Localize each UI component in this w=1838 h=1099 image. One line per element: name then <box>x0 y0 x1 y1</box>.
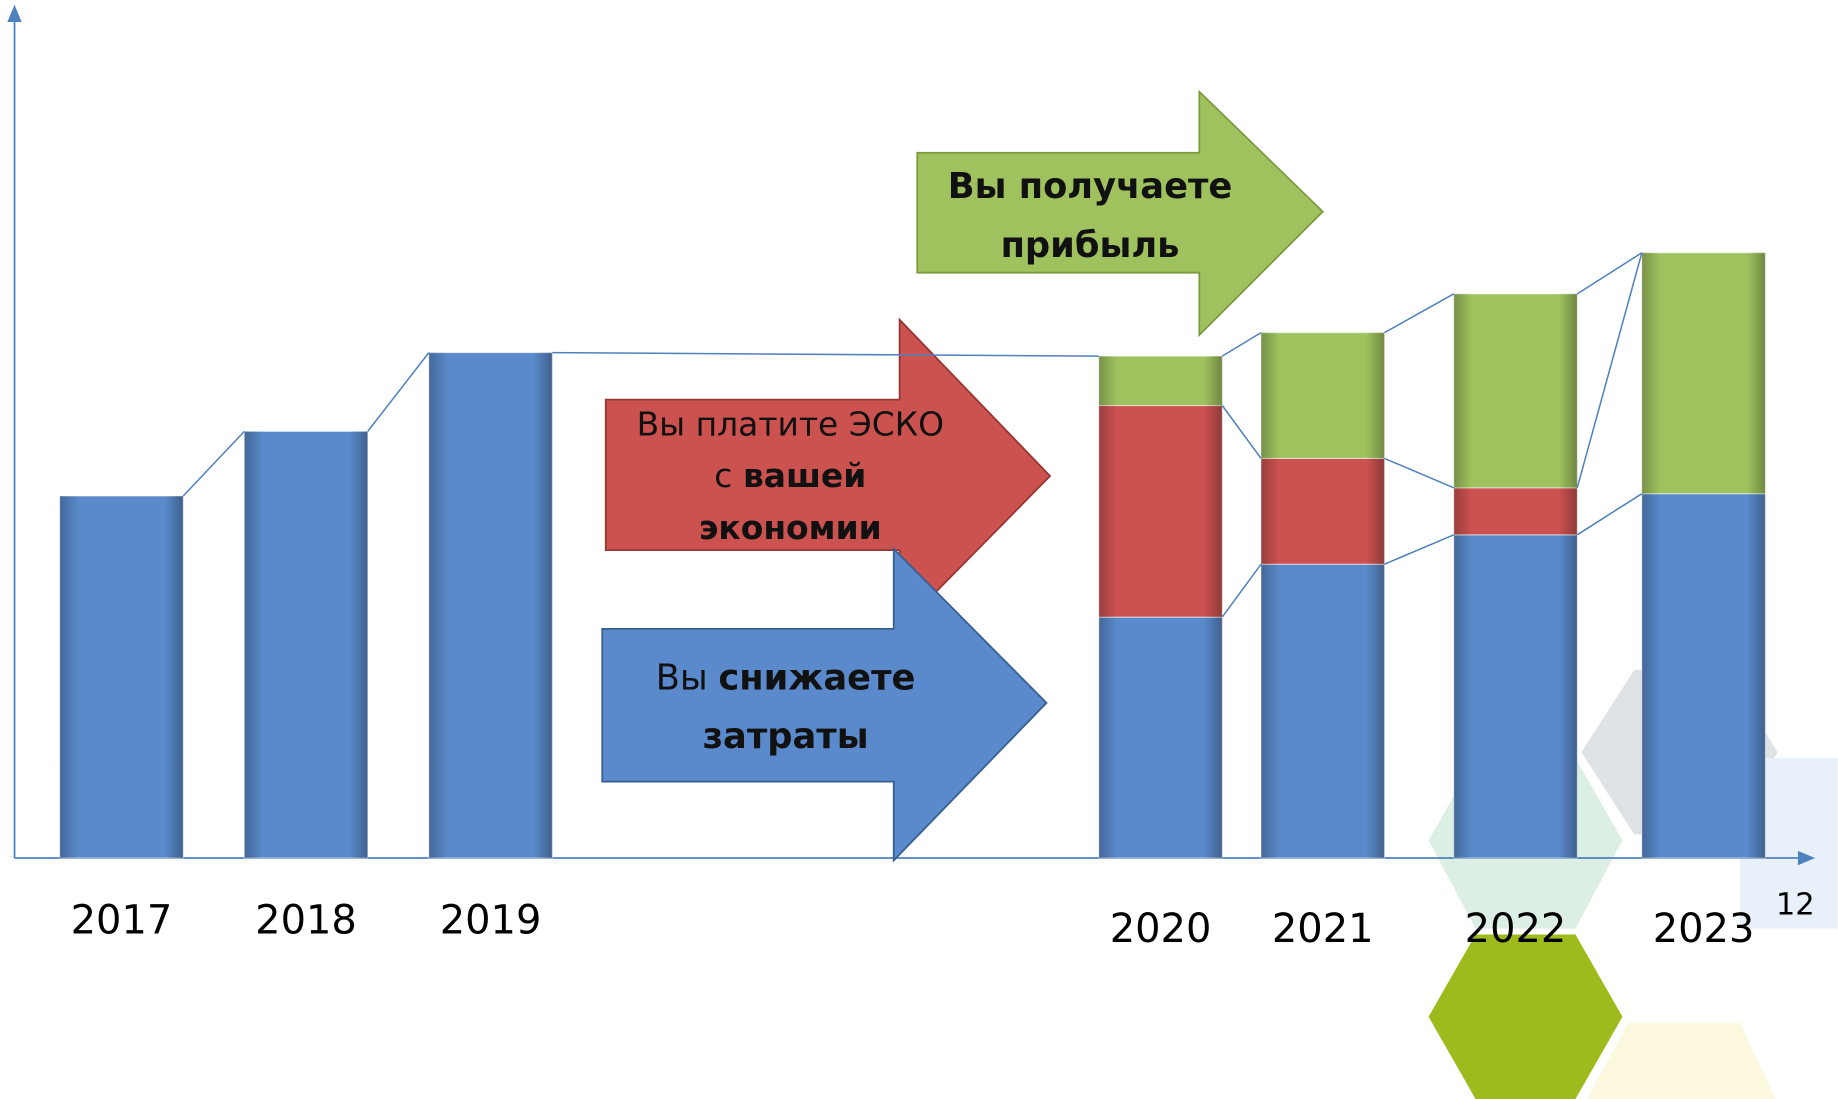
connector <box>1222 564 1261 617</box>
bar-shade <box>1261 458 1384 564</box>
arrow-green <box>917 92 1323 335</box>
annotation-text: вашей <box>743 456 866 495</box>
connector <box>368 353 429 432</box>
connector <box>1384 458 1453 487</box>
x-tick-label: 2018 <box>255 898 357 944</box>
annotation-text: с <box>714 456 732 495</box>
bar-shade <box>244 431 367 858</box>
bar-shade <box>1454 294 1577 488</box>
connector <box>1577 494 1642 535</box>
annotation-line: прибыль <box>1001 225 1180 266</box>
bar-shade <box>1261 333 1384 459</box>
connector <box>183 431 244 496</box>
page: {"chart_data":{"type":"stacked-bar", "ca… <box>0 0 1838 1099</box>
connector <box>1222 406 1261 459</box>
bar-shade <box>1642 253 1765 494</box>
annotation-text: Вы <box>656 657 708 698</box>
x-tick-label: 2017 <box>71 898 173 944</box>
bar-shade <box>1261 564 1384 858</box>
bar-shade <box>429 353 552 858</box>
annotation-text: прибыль <box>1001 225 1180 266</box>
annotation-line: экономии <box>699 507 882 546</box>
x-tick-label: 2023 <box>1653 906 1755 952</box>
arrow-blue <box>602 549 1046 860</box>
x-tick-label: 2021 <box>1272 906 1374 952</box>
x-tick-label: 2022 <box>1465 906 1567 952</box>
connector <box>1384 294 1453 333</box>
bar-shade <box>1454 535 1577 858</box>
annotation-line: Вы получаете <box>948 166 1233 207</box>
bar-shade <box>1099 617 1222 858</box>
bar-shade <box>1454 488 1577 535</box>
connector <box>1384 535 1453 564</box>
slide: 12 2017 2018 2019 2020 2021 2022 2023 Вы получа… <box>0 0 1838 1099</box>
x-tick-label: 2020 <box>1110 906 1212 952</box>
annotation-text: Вы получаете <box>948 166 1233 207</box>
bar-shade <box>1099 406 1222 618</box>
page-number: 12 <box>1776 887 1815 922</box>
y-axis-arrow <box>9 7 21 21</box>
annotation-text: затраты <box>703 716 869 757</box>
connector <box>1222 333 1261 357</box>
bar-shade <box>1099 356 1222 405</box>
connector <box>552 353 1099 357</box>
x-tick-label: 2019 <box>440 898 542 944</box>
annotation-text: Вы платите ЭСКО <box>637 404 944 443</box>
bar-shade <box>1642 494 1765 858</box>
bar-shade <box>60 496 183 858</box>
annotation-line: затраты <box>703 716 869 757</box>
annotation-text: экономии <box>699 507 882 546</box>
annotation-line: Вы платите ЭСКО <box>637 404 944 443</box>
annotation-text: снижаете <box>718 657 915 698</box>
